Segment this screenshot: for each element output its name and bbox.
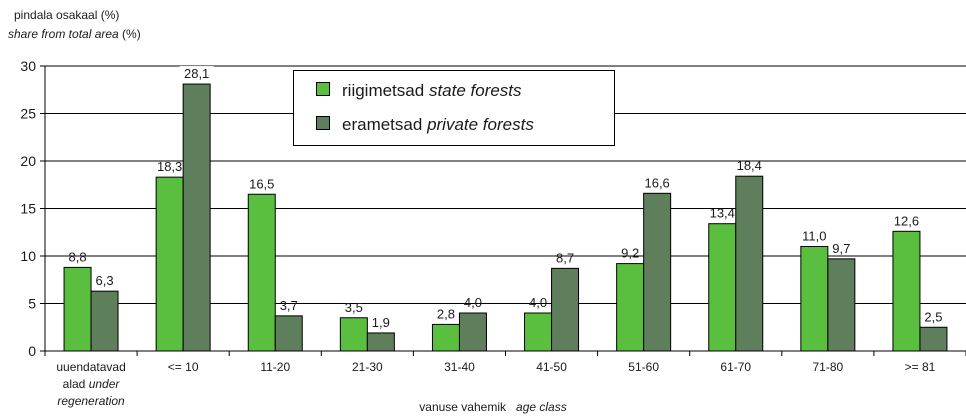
y-tick-label: 10 xyxy=(20,248,36,264)
bar-state xyxy=(247,193,276,352)
data-label: 16,5 xyxy=(249,176,274,191)
x-axis-title-estonian: vanuse vahemik xyxy=(419,400,506,414)
bar-private xyxy=(735,175,764,352)
y-tick-label: 5 xyxy=(28,296,36,312)
bar-state xyxy=(800,246,829,352)
bar-private xyxy=(366,332,395,352)
legend-label-english: private forests xyxy=(427,115,534,134)
x-tick-label: 41-50 xyxy=(536,360,567,374)
legend: riigimetsad state forests erametsad priv… xyxy=(293,70,615,146)
bar-private xyxy=(919,326,948,352)
data-label-background xyxy=(179,66,214,82)
legend-item-state-forests: riigimetsad state forests xyxy=(316,81,522,101)
data-label: 9,2 xyxy=(621,246,639,261)
y-tick-label: 15 xyxy=(20,201,36,217)
x-tick-label: uuendatavad xyxy=(56,360,125,374)
y-axis-unit: (%) xyxy=(118,27,141,41)
data-label: 9,7 xyxy=(832,241,850,256)
bar-state xyxy=(616,263,645,352)
data-label: 12,6 xyxy=(894,213,919,228)
x-tick-label: alad under xyxy=(63,377,121,391)
x-axis-title: vanuse vahemik age class xyxy=(0,400,966,414)
data-label: 4,0 xyxy=(464,295,482,310)
y-tick-label: 20 xyxy=(20,153,36,169)
bar-state xyxy=(155,176,184,352)
x-tick-label: 71-80 xyxy=(812,360,843,374)
y-axis-title-english: share from total area (%) xyxy=(8,27,141,42)
bar-state xyxy=(892,230,921,352)
x-tick-label: <= 10 xyxy=(168,360,199,374)
bar-private xyxy=(551,267,580,352)
y-tick-label: 25 xyxy=(20,106,36,122)
data-label: 2,5 xyxy=(924,309,942,324)
legend-item-private-forests: erametsad private forests xyxy=(316,115,534,135)
legend-label-english: state forests xyxy=(428,81,522,100)
bar-private xyxy=(827,258,856,352)
data-label: 4,0 xyxy=(529,295,547,310)
bar-state xyxy=(431,323,460,352)
data-label: 2,8 xyxy=(437,306,455,321)
data-label: 18,4 xyxy=(737,158,762,173)
y-tick-label: 30 xyxy=(20,58,36,74)
data-label: 6,3 xyxy=(96,273,114,288)
bar-private xyxy=(182,83,211,352)
x-tick-label: 11-20 xyxy=(260,360,290,374)
x-tick-label: 61-70 xyxy=(720,360,751,374)
data-label: 3,5 xyxy=(345,300,363,315)
data-label: 3,7 xyxy=(280,298,298,313)
data-label: 11,0 xyxy=(802,229,826,244)
bar-state xyxy=(339,317,368,352)
bar-private xyxy=(643,192,672,352)
data-label: 8,8 xyxy=(69,249,87,264)
x-tick-label: 31-40 xyxy=(444,360,475,374)
data-label: 13,4 xyxy=(710,206,735,221)
bar-state xyxy=(63,266,92,352)
data-label: 18,3 xyxy=(157,159,182,174)
y-axis-title-estonian: pindala osakaal (%) xyxy=(14,8,120,22)
legend-swatch-private-forests xyxy=(316,116,330,130)
x-tick-label-part: alad xyxy=(63,377,89,391)
x-tick-label: 21-30 xyxy=(352,360,383,374)
data-label: 1,9 xyxy=(372,315,390,330)
x-tick-label: >= 81 xyxy=(905,360,936,374)
legend-label-estonian: riigimetsad xyxy=(342,81,425,100)
x-tick-label-part: under xyxy=(89,377,121,391)
data-label: 8,7 xyxy=(556,250,574,265)
data-label: 16,6 xyxy=(644,175,669,190)
bar-state xyxy=(524,312,553,352)
x-axis-title-english: age class xyxy=(516,400,567,414)
bar-state xyxy=(708,223,737,352)
bar-private xyxy=(274,315,303,352)
legend-swatch-state-forests xyxy=(316,82,330,96)
y-axis-title-english-text: share from total area xyxy=(8,27,119,41)
bar-private xyxy=(90,290,119,352)
x-tick-label: 51-60 xyxy=(628,360,659,374)
y-tick-label: 0 xyxy=(28,343,36,359)
legend-label-estonian: erametsad xyxy=(342,115,423,134)
data-label: 28,1 xyxy=(184,66,209,81)
x-tick-label: regeneration xyxy=(57,394,125,408)
bar-private xyxy=(458,312,487,352)
